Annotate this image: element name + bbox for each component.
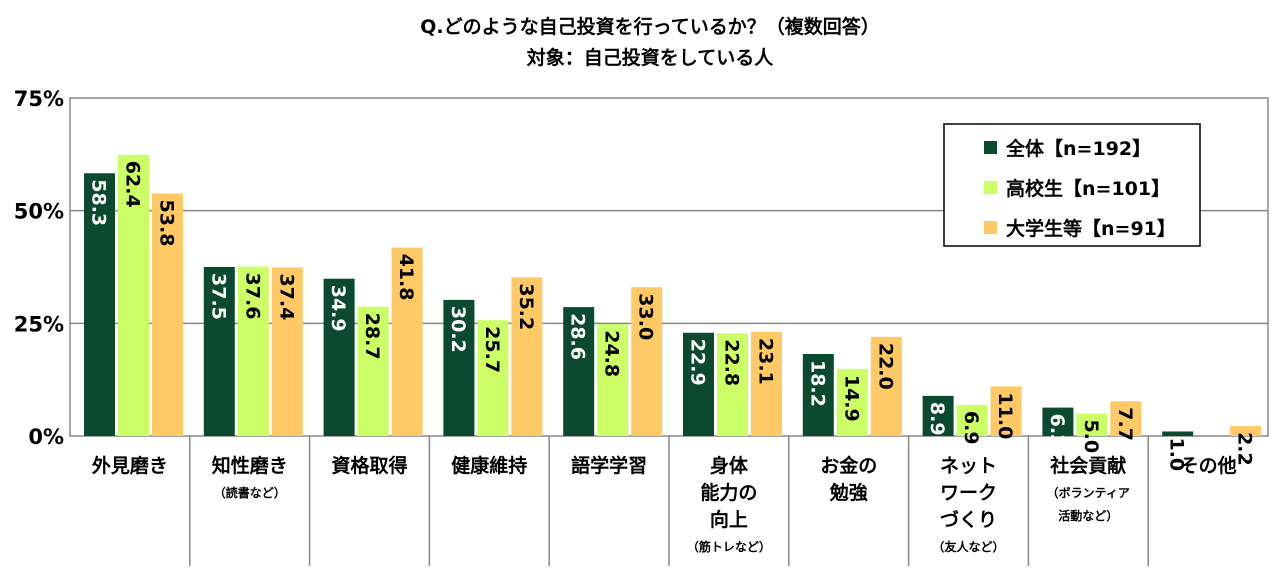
bar <box>323 278 355 436</box>
chart-title: Q.どのような自己投資を行っているか？（複数回答） <box>420 15 879 38</box>
category-label: づくり <box>940 509 997 531</box>
data-label: 1.0 <box>1166 437 1188 471</box>
bar <box>802 353 834 436</box>
data-label: 62.4 <box>122 161 144 208</box>
category-label: 身体 <box>710 454 749 477</box>
category-note: 活動など） <box>1058 508 1118 523</box>
data-label: 24.8 <box>601 330 623 377</box>
legend-swatch <box>984 181 997 194</box>
y-tick-label: 0% <box>28 425 64 449</box>
bar <box>152 193 183 436</box>
bar <box>1110 401 1142 436</box>
data-labels: 58.3 37.5 34.9 30.2 28.6 22.9 18.2 8.9 6.3 1.0 62.… <box>88 161 1256 471</box>
legend: 全体【n=192】高校生【n=101】大学生等【n=91】 <box>943 123 1201 247</box>
data-label: 2.2 <box>1234 432 1256 466</box>
data-label: 6.3 <box>1046 414 1068 448</box>
bars <box>84 154 1262 436</box>
y-tick-label: 75% <box>14 87 64 111</box>
bar <box>477 320 509 436</box>
data-label: 8.9 <box>926 402 948 436</box>
category-note: （筋トレなど） <box>687 539 771 554</box>
data-label: 33.0 <box>635 293 657 340</box>
data-label: 28.7 <box>361 313 383 360</box>
bar <box>870 336 902 436</box>
data-label: 22.9 <box>687 339 709 386</box>
category-label: 健康維持 <box>451 454 527 477</box>
bar <box>1042 407 1074 436</box>
data-label: 37.6 <box>241 273 263 320</box>
bar <box>118 154 149 436</box>
category-label: 能力の <box>700 481 757 504</box>
legend-swatch <box>984 141 997 154</box>
category-label: ネット <box>940 455 997 477</box>
bar <box>203 267 235 436</box>
bar <box>717 333 748 436</box>
bar <box>563 307 595 436</box>
bar <box>357 306 389 436</box>
category-label: その他 <box>1180 454 1237 477</box>
category-label: お金の <box>820 454 877 477</box>
y-tick-label: 50% <box>14 200 64 224</box>
bar <box>237 266 269 436</box>
data-label: 14.9 <box>840 375 862 422</box>
category-label: 資格取得 <box>331 454 407 477</box>
category-label: 勉強 <box>829 481 868 504</box>
bar <box>631 287 663 436</box>
bar <box>956 404 988 436</box>
data-label: 37.4 <box>275 273 297 320</box>
bar <box>597 324 629 436</box>
chart-subtitle: 対象：自己投資をしている人 <box>526 46 774 69</box>
data-label: 7.7 <box>1114 407 1136 441</box>
bar <box>84 173 115 436</box>
legend-label: 高校生【n=101】 <box>1006 177 1170 200</box>
data-label: 35.2 <box>515 283 537 330</box>
bar <box>1230 426 1262 436</box>
y-tick-label: 25% <box>14 312 64 336</box>
legend-label: 大学生等【n=91】 <box>1006 217 1176 240</box>
data-label: 18.2 <box>806 360 828 407</box>
data-label: 11.0 <box>994 392 1016 439</box>
data-label: 22.8 <box>721 339 743 386</box>
category-label: 知性磨き <box>212 454 288 477</box>
bar <box>751 331 782 436</box>
data-label: 30.2 <box>447 306 469 353</box>
data-label: 25.7 <box>481 326 503 373</box>
bar <box>1076 413 1108 436</box>
legend-label: 全体【n=192】 <box>1005 137 1151 160</box>
bar <box>511 277 543 436</box>
category-note: （読書など） <box>214 485 286 500</box>
bar <box>922 395 954 436</box>
data-label: 22.0 <box>874 343 896 390</box>
category-label: 外見磨き <box>92 454 168 477</box>
data-label: 6.9 <box>960 411 982 445</box>
category-note: （友人など） <box>932 539 1004 554</box>
legend-swatch <box>984 221 997 234</box>
bar <box>443 299 475 436</box>
bar <box>836 368 868 436</box>
data-label: 23.1 <box>755 338 777 385</box>
data-label: 58.3 <box>88 179 110 226</box>
data-label: 34.9 <box>327 285 349 332</box>
category-label: ワーク <box>940 482 997 504</box>
bar <box>990 386 1022 436</box>
category-note: （ボランティア <box>1047 485 1130 500</box>
category-label: 向上 <box>710 508 748 531</box>
bar <box>391 247 423 436</box>
bar <box>271 267 303 436</box>
y-axis: 0% 25% 50% 75% <box>14 87 64 449</box>
data-label: 28.6 <box>567 313 589 360</box>
category-label: 社会貢献 <box>1049 454 1126 477</box>
data-label: 53.8 <box>156 200 178 247</box>
data-label: 37.5 <box>207 273 229 320</box>
data-label: 5.0 <box>1080 419 1102 453</box>
bar <box>1162 431 1194 436</box>
bar <box>683 332 714 436</box>
category-label: 語学学習 <box>571 454 647 477</box>
data-label: 41.8 <box>395 254 417 301</box>
